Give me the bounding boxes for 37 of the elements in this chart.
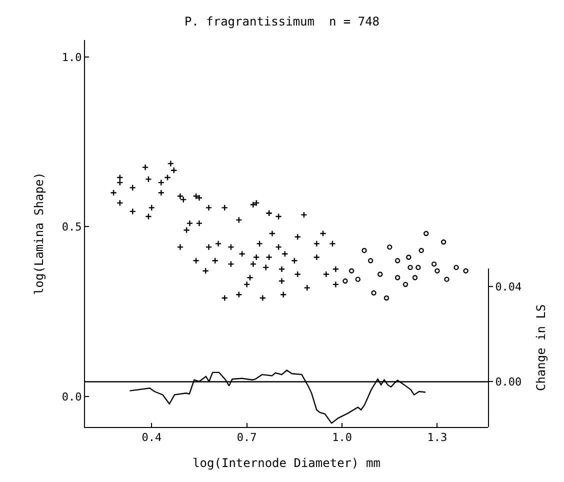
point — [355, 276, 360, 282]
point — [371, 290, 376, 296]
point — [463, 268, 468, 274]
point — [387, 244, 392, 250]
x-axis-title: log(Internode Diameter) mm — [192, 456, 380, 470]
point — [378, 272, 383, 277]
point — [394, 275, 400, 280]
x-tick-label: 0.4 — [142, 431, 162, 444]
y-tick-label: 1.0 — [62, 50, 82, 64]
point — [418, 248, 424, 254]
point — [440, 239, 446, 245]
point — [408, 264, 413, 270]
point — [412, 275, 418, 280]
y2-axis-title: Change in LS — [534, 304, 548, 392]
point — [454, 264, 459, 270]
point — [406, 254, 412, 260]
x-tick-label: 0.7 — [236, 431, 257, 444]
point — [342, 278, 348, 284]
point — [416, 264, 421, 270]
point — [384, 295, 390, 301]
point — [394, 258, 400, 264]
point — [362, 248, 367, 254]
point — [424, 230, 429, 236]
chart-title: P. fragrantissimum n = 748 — [184, 14, 380, 28]
y2-tick-label: 0.04 — [495, 280, 522, 294]
point — [368, 258, 374, 264]
y-axis-title: log(Lamina Shape) — [32, 172, 46, 295]
point — [434, 268, 440, 274]
point — [402, 282, 408, 288]
y-tick-label: 0.0 — [62, 390, 82, 404]
x-tick-label: 1.3 — [427, 431, 448, 444]
x-tick-label: 1.0 — [332, 431, 352, 444]
point — [444, 276, 450, 282]
point — [431, 261, 437, 267]
y2-tick-label: 0.00 — [495, 376, 522, 389]
point — [348, 268, 354, 274]
y-tick-label: 0.5 — [62, 220, 82, 234]
